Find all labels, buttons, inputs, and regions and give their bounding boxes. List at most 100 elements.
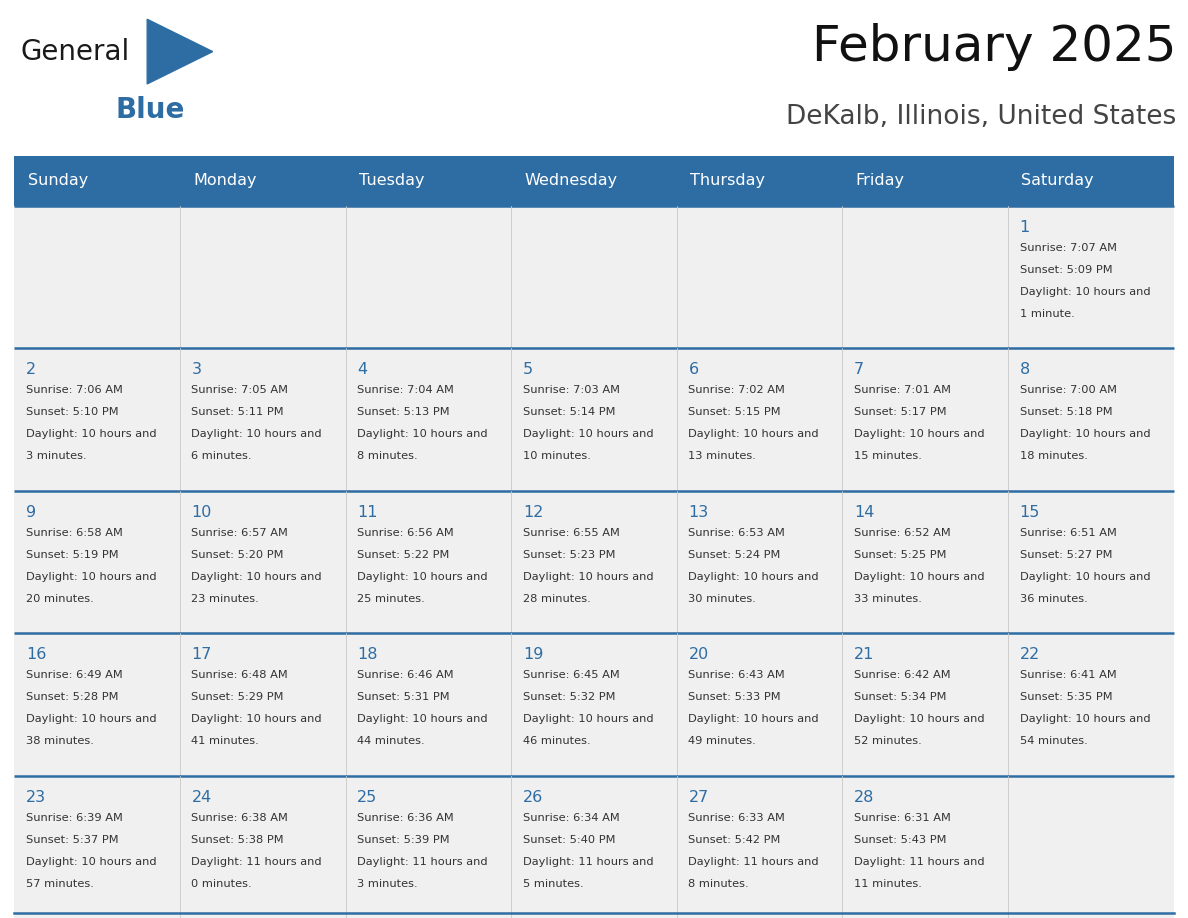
Text: Monday: Monday: [194, 174, 257, 188]
Text: Daylight: 10 hours and: Daylight: 10 hours and: [26, 572, 160, 582]
Text: Sunrise: 6:42 AM: Sunrise: 6:42 AM: [854, 670, 950, 680]
Text: Sunset: 5:38 PM: Sunset: 5:38 PM: [191, 834, 284, 845]
Text: 46 minutes.: 46 minutes.: [523, 736, 590, 746]
Text: Sunset: 5:11 PM: Sunset: 5:11 PM: [191, 408, 284, 418]
Text: Friday: Friday: [855, 174, 905, 188]
Text: Sunrise: 6:39 AM: Sunrise: 6:39 AM: [26, 812, 122, 823]
Text: Sunset: 5:24 PM: Sunset: 5:24 PM: [688, 550, 781, 560]
Text: 3 minutes.: 3 minutes.: [358, 879, 418, 889]
Text: 11 minutes.: 11 minutes.: [854, 879, 922, 889]
Text: 10: 10: [191, 505, 211, 520]
Text: 49 minutes.: 49 minutes.: [688, 736, 757, 746]
Text: Sunset: 5:31 PM: Sunset: 5:31 PM: [358, 692, 450, 702]
Text: Sunset: 5:22 PM: Sunset: 5:22 PM: [358, 550, 449, 560]
Text: Thursday: Thursday: [690, 174, 765, 188]
Text: 12: 12: [523, 505, 543, 520]
Text: 15: 15: [1019, 505, 1040, 520]
Text: 21: 21: [854, 647, 874, 662]
Text: 18 minutes.: 18 minutes.: [1019, 452, 1087, 462]
Text: Daylight: 10 hours and: Daylight: 10 hours and: [523, 430, 657, 440]
Text: 16: 16: [26, 647, 46, 662]
Text: Sunset: 5:17 PM: Sunset: 5:17 PM: [854, 408, 947, 418]
Text: Sunset: 5:18 PM: Sunset: 5:18 PM: [1019, 408, 1112, 418]
Text: Sunrise: 7:00 AM: Sunrise: 7:00 AM: [1019, 386, 1117, 395]
Text: 0 minutes.: 0 minutes.: [191, 879, 252, 889]
Text: 13 minutes.: 13 minutes.: [688, 452, 757, 462]
Text: Daylight: 10 hours and: Daylight: 10 hours and: [523, 572, 657, 582]
Text: Daylight: 10 hours and: Daylight: 10 hours and: [1019, 430, 1154, 440]
Polygon shape: [147, 19, 213, 84]
Text: Sunset: 5:34 PM: Sunset: 5:34 PM: [854, 692, 947, 702]
Text: 9: 9: [26, 505, 36, 520]
Text: Daylight: 10 hours and: Daylight: 10 hours and: [688, 572, 822, 582]
Text: Sunday: Sunday: [27, 174, 88, 188]
Text: 8: 8: [1019, 363, 1030, 377]
Text: Sunset: 5:33 PM: Sunset: 5:33 PM: [688, 692, 781, 702]
Text: Daylight: 10 hours and: Daylight: 10 hours and: [191, 430, 326, 440]
Text: Sunset: 5:20 PM: Sunset: 5:20 PM: [191, 550, 284, 560]
Text: Saturday: Saturday: [1022, 174, 1094, 188]
Text: 19: 19: [523, 647, 543, 662]
Text: 5 minutes.: 5 minutes.: [523, 879, 583, 889]
Text: 27: 27: [688, 789, 709, 805]
Text: 2: 2: [26, 363, 36, 377]
Text: 38 minutes.: 38 minutes.: [26, 736, 94, 746]
Text: Sunrise: 6:33 AM: Sunrise: 6:33 AM: [688, 812, 785, 823]
Text: Sunset: 5:15 PM: Sunset: 5:15 PM: [688, 408, 781, 418]
Text: Daylight: 10 hours and: Daylight: 10 hours and: [854, 430, 988, 440]
Text: Sunset: 5:09 PM: Sunset: 5:09 PM: [1019, 264, 1112, 274]
Text: 22: 22: [1019, 647, 1040, 662]
Text: 41 minutes.: 41 minutes.: [191, 736, 259, 746]
Text: Sunset: 5:37 PM: Sunset: 5:37 PM: [26, 834, 119, 845]
Text: Daylight: 10 hours and: Daylight: 10 hours and: [26, 714, 160, 724]
Text: Sunrise: 7:04 AM: Sunrise: 7:04 AM: [358, 386, 454, 395]
Text: Sunset: 5:39 PM: Sunset: 5:39 PM: [358, 834, 450, 845]
Text: 28: 28: [854, 789, 874, 805]
Text: Sunrise: 6:36 AM: Sunrise: 6:36 AM: [358, 812, 454, 823]
Text: 26: 26: [523, 789, 543, 805]
Text: 3 minutes.: 3 minutes.: [26, 452, 87, 462]
Text: Sunrise: 6:45 AM: Sunrise: 6:45 AM: [523, 670, 619, 680]
Text: 1: 1: [1019, 220, 1030, 235]
Text: 17: 17: [191, 647, 211, 662]
Text: 23: 23: [26, 789, 46, 805]
Text: Daylight: 10 hours and: Daylight: 10 hours and: [854, 714, 988, 724]
Text: Sunset: 5:32 PM: Sunset: 5:32 PM: [523, 692, 615, 702]
Text: 20: 20: [688, 647, 709, 662]
Text: 6: 6: [688, 363, 699, 377]
Text: Daylight: 11 hours and: Daylight: 11 hours and: [688, 856, 822, 867]
Text: 8 minutes.: 8 minutes.: [688, 879, 750, 889]
Text: Daylight: 10 hours and: Daylight: 10 hours and: [191, 572, 326, 582]
Text: 1 minute.: 1 minute.: [1019, 309, 1074, 319]
Text: Sunrise: 7:06 AM: Sunrise: 7:06 AM: [26, 386, 122, 395]
Text: Sunrise: 6:41 AM: Sunrise: 6:41 AM: [1019, 670, 1117, 680]
Text: General: General: [20, 38, 129, 65]
Text: Daylight: 11 hours and: Daylight: 11 hours and: [358, 856, 492, 867]
Text: Sunset: 5:23 PM: Sunset: 5:23 PM: [523, 550, 615, 560]
Text: Sunset: 5:19 PM: Sunset: 5:19 PM: [26, 550, 119, 560]
Text: Blue: Blue: [115, 96, 185, 124]
Text: Daylight: 10 hours and: Daylight: 10 hours and: [358, 430, 492, 440]
Text: 3: 3: [191, 363, 202, 377]
Text: 23 minutes.: 23 minutes.: [191, 594, 259, 604]
Text: 8 minutes.: 8 minutes.: [358, 452, 418, 462]
Text: 36 minutes.: 36 minutes.: [1019, 594, 1087, 604]
Text: Daylight: 10 hours and: Daylight: 10 hours and: [854, 572, 988, 582]
Text: 6 minutes.: 6 minutes.: [191, 452, 252, 462]
Text: Sunrise: 6:49 AM: Sunrise: 6:49 AM: [26, 670, 122, 680]
Text: Sunrise: 6:43 AM: Sunrise: 6:43 AM: [688, 670, 785, 680]
Text: DeKalb, Illinois, United States: DeKalb, Illinois, United States: [786, 104, 1176, 130]
Text: 24: 24: [191, 789, 211, 805]
Text: 11: 11: [358, 505, 378, 520]
Text: Sunrise: 6:48 AM: Sunrise: 6:48 AM: [191, 670, 289, 680]
Text: 7: 7: [854, 363, 864, 377]
Text: Wednesday: Wednesday: [524, 174, 618, 188]
Text: Daylight: 10 hours and: Daylight: 10 hours and: [358, 572, 492, 582]
Text: Sunset: 5:28 PM: Sunset: 5:28 PM: [26, 692, 119, 702]
Text: Sunset: 5:42 PM: Sunset: 5:42 PM: [688, 834, 781, 845]
Text: Sunrise: 6:46 AM: Sunrise: 6:46 AM: [358, 670, 454, 680]
Text: Daylight: 11 hours and: Daylight: 11 hours and: [191, 856, 326, 867]
Text: Sunrise: 6:56 AM: Sunrise: 6:56 AM: [358, 528, 454, 538]
Text: 14: 14: [854, 505, 874, 520]
Text: Sunrise: 7:07 AM: Sunrise: 7:07 AM: [1019, 242, 1117, 252]
